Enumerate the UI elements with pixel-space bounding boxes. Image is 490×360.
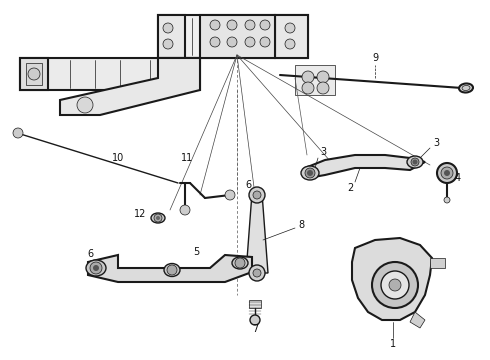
Text: 10: 10 [112,153,124,163]
Text: 5: 5 [193,247,199,257]
Circle shape [302,82,314,94]
Circle shape [235,258,245,268]
Circle shape [210,20,220,30]
Ellipse shape [232,257,248,269]
Ellipse shape [459,84,473,93]
Text: 3: 3 [433,138,439,148]
Circle shape [156,216,160,220]
Polygon shape [410,312,425,328]
Circle shape [28,68,40,80]
Circle shape [372,262,418,308]
Circle shape [413,159,417,165]
Ellipse shape [407,156,423,168]
Circle shape [389,279,401,291]
Text: 4: 4 [455,173,461,183]
Circle shape [154,214,162,222]
Circle shape [249,265,265,281]
Circle shape [210,37,220,47]
Circle shape [317,82,329,94]
Circle shape [245,37,255,47]
Polygon shape [246,193,268,273]
Polygon shape [20,58,48,90]
Circle shape [163,23,173,33]
Circle shape [305,168,315,178]
Ellipse shape [151,213,165,223]
Polygon shape [430,258,445,268]
Circle shape [13,128,23,138]
Circle shape [307,170,313,176]
Circle shape [245,20,255,30]
Ellipse shape [164,264,180,276]
Circle shape [285,39,295,49]
Circle shape [302,71,314,83]
Circle shape [90,262,102,274]
Circle shape [437,163,457,183]
Circle shape [253,269,261,277]
Text: 3: 3 [320,147,326,157]
Circle shape [441,167,453,179]
Circle shape [260,20,270,30]
Ellipse shape [301,166,319,180]
Circle shape [225,190,235,200]
Circle shape [285,23,295,33]
Circle shape [163,39,173,49]
Polygon shape [275,15,308,58]
Text: 1: 1 [390,339,396,349]
Polygon shape [200,15,275,58]
Polygon shape [305,155,425,178]
Polygon shape [158,15,308,58]
Circle shape [444,170,450,176]
Polygon shape [249,300,261,308]
Circle shape [180,205,190,215]
Circle shape [227,37,237,47]
Circle shape [444,197,450,203]
Text: 12: 12 [134,209,146,219]
Circle shape [260,37,270,47]
Text: 6: 6 [245,180,251,190]
Circle shape [317,71,329,83]
Circle shape [411,158,419,166]
Polygon shape [88,255,252,282]
Polygon shape [295,65,335,95]
Polygon shape [352,238,432,320]
Polygon shape [158,15,185,58]
Circle shape [253,191,261,199]
Text: 8: 8 [298,220,304,230]
Ellipse shape [86,260,106,276]
Circle shape [249,187,265,203]
Text: 7: 7 [252,324,258,334]
Ellipse shape [462,85,470,90]
Circle shape [167,265,177,275]
Text: 2: 2 [347,183,353,193]
Circle shape [381,271,409,299]
Circle shape [227,20,237,30]
Polygon shape [20,58,200,90]
Polygon shape [60,58,200,115]
Circle shape [77,97,93,113]
Text: 6: 6 [87,249,93,259]
Circle shape [93,265,99,271]
Text: 11: 11 [181,153,193,163]
Circle shape [250,315,260,325]
Polygon shape [26,63,42,85]
Text: 9: 9 [372,53,378,63]
